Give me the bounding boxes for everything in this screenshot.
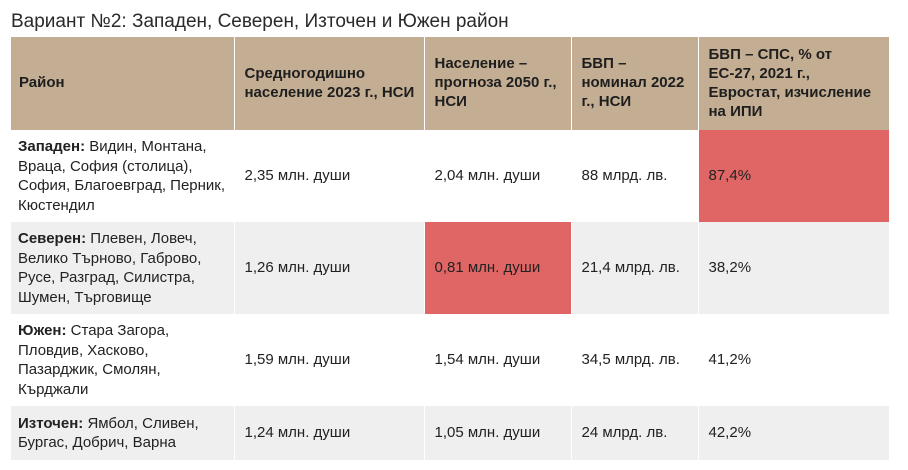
gdp-pps-cell-highlighted: 87,4% [698, 130, 889, 222]
region-name: Западен: [18, 138, 86, 155]
population-2023-cell: 1,59 млн. души [234, 314, 425, 406]
gdp-pps-cell: 41,2% [698, 314, 889, 406]
population-2050-cell-highlighted: 0,81 млн. души [424, 222, 572, 314]
table-row: Западен: Видин, Монтана, Враца, София (с… [11, 130, 889, 222]
region-name: Южен: [18, 322, 67, 339]
gdp-pps-cell: 42,2% [698, 406, 889, 460]
population-2023-cell: 2,35 млн. души [234, 130, 425, 222]
population-2023-cell: 1,26 млн. души [234, 222, 425, 314]
table-row: Южен: Стара Загора, Пловдив, Хасково, Па… [11, 314, 889, 406]
region-list: Ямбол, Сливен, Бургас, Добрич, Варна [18, 414, 199, 452]
region-name: Източен: [18, 414, 84, 432]
header-gdp-pps: БВП – СПС, % от ЕС-27, 2021 г., Евростат… [698, 37, 889, 130]
header-population-2050: Население – прогноза 2050 г., НСИ [424, 37, 572, 130]
region-cell: Западен: Видин, Монтана, Враца, София (с… [11, 130, 235, 222]
gdp-nominal-cell: 34,5 млрд. лв. [571, 314, 699, 406]
population-2050-cell: 1,05 млн. души [424, 406, 572, 460]
region-list: Стара Загора, Пловдив, Хасково, Пазарджи… [18, 322, 170, 398]
population-2023-cell: 1,24 млн. души [234, 406, 425, 460]
gdp-nominal-cell: 24 млрд. лв. [571, 406, 699, 460]
header-population-2023: Средногодишно население 2023 г., НСИ [234, 37, 425, 130]
region-list: Плевен, Ловеч, Велико Търново, Габрово, … [18, 230, 202, 306]
population-2050-cell: 1,54 млн. души [424, 314, 572, 406]
region-list: Видин, Монтана, Враца, София (столица), … [18, 138, 226, 214]
region-cell: Северен: Плевен, Ловеч, Велико Търново, … [11, 222, 235, 314]
region-cell: Източен: Ямбол, Сливен, Бургас, Добрич, … [11, 406, 235, 460]
table-row: Северен: Плевен, Ловеч, Велико Търново, … [11, 222, 889, 314]
header-region: Район [11, 37, 235, 130]
gdp-nominal-cell: 88 млрд. лв. [571, 130, 699, 222]
region-cell: Южен: Стара Загора, Пловдив, Хасково, Па… [11, 314, 235, 406]
page-title: Вариант №2: Западен, Северен, Източен и … [11, 11, 509, 32]
gdp-nominal-cell: 21,4 млрд. лв. [571, 222, 699, 314]
table-header-row: Район Средногодишно население 2023 г., Н… [11, 37, 889, 130]
population-2050-cell: 2,04 млн. души [424, 130, 572, 222]
table-row: Източен: Ямбол, Сливен, Бургас, Добрич, … [11, 406, 889, 460]
gdp-pps-cell: 38,2% [698, 222, 889, 314]
regions-table: Район Средногодишно население 2023 г., Н… [11, 37, 889, 460]
region-name: Северен: [18, 230, 87, 247]
header-gdp-nominal: БВП – номинал 2022 г., НСИ [571, 37, 699, 130]
